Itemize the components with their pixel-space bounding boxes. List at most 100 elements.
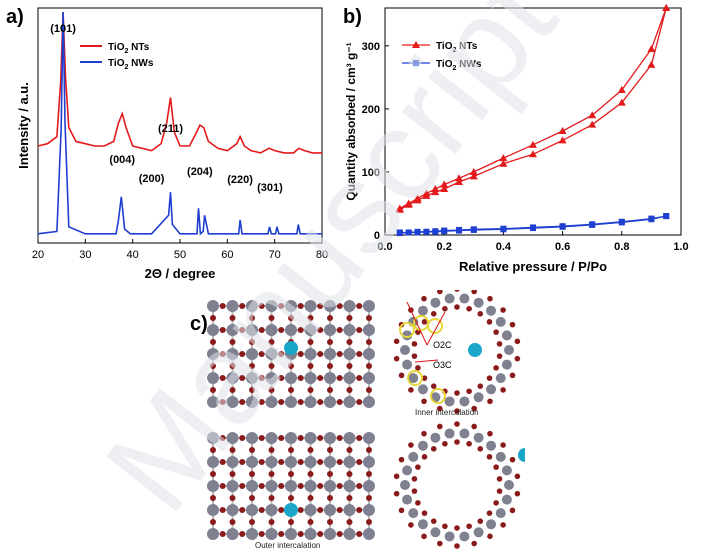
y-tick-label: 200	[362, 104, 380, 116]
oxygen-atom	[509, 456, 516, 463]
x-tick-label: 1.0	[673, 241, 688, 253]
oxygen-atom	[393, 473, 400, 480]
oxygen-atom	[327, 387, 333, 393]
peak-label: (220)	[227, 174, 253, 186]
data-point	[395, 204, 404, 212]
inner-caption: Inner intercalation	[415, 408, 479, 417]
titanium-atom	[246, 480, 258, 492]
titanium-atom	[343, 528, 356, 540]
titanium-atom	[459, 396, 470, 407]
titanium-atom	[304, 456, 317, 468]
titanium-atom	[402, 465, 413, 476]
titanium-atom	[495, 508, 506, 519]
titanium-atom	[473, 527, 484, 538]
titanium-atom	[304, 396, 317, 408]
titanium-atom	[408, 508, 419, 519]
titanium-atom	[265, 348, 278, 360]
oxygen-atom	[408, 387, 414, 393]
oxygen-atom	[219, 531, 226, 537]
oxygen-atom	[307, 363, 314, 369]
dopant-atom	[284, 341, 298, 355]
oxygen-atom	[258, 507, 265, 513]
oxygen-atom	[229, 495, 236, 501]
oxygen-atom	[288, 315, 294, 321]
data-point	[618, 218, 625, 225]
titanium-atom	[402, 494, 413, 505]
data-point	[432, 228, 439, 235]
oxygen-atom	[415, 500, 421, 506]
data-point	[500, 225, 507, 232]
titanium-atom	[304, 504, 317, 516]
oxygen-atom	[336, 327, 343, 333]
peak-label: (004)	[109, 154, 135, 166]
oxygen-atom	[229, 363, 236, 369]
oxygen-atom	[411, 476, 418, 482]
titanium-atom	[207, 324, 219, 336]
oxygen-atom	[454, 408, 460, 414]
peak-label: (301)	[257, 182, 283, 194]
oxygen-atom	[229, 519, 236, 525]
titanium-atom	[486, 305, 497, 316]
oxygen-atom	[346, 339, 353, 345]
oxygen-atom	[239, 399, 246, 405]
oxygen-atom	[356, 459, 363, 465]
oxygen-atom	[471, 423, 477, 430]
data-point	[440, 184, 449, 192]
oxygen-atom	[454, 304, 460, 310]
titanium-atom	[400, 480, 410, 490]
titanium-atom	[417, 384, 428, 395]
oxygen-atom	[297, 351, 304, 357]
titanium-atom	[304, 300, 317, 312]
pointer-line	[426, 311, 446, 346]
titanium-atom	[408, 373, 419, 384]
titanium-atom	[343, 396, 356, 408]
oxygen-atom	[249, 339, 255, 345]
oxygen-atom	[336, 399, 343, 405]
oxygen-atom	[327, 471, 333, 477]
titanium-atom	[459, 428, 470, 439]
oxygen-atom	[258, 375, 265, 381]
oxygen-atom	[398, 456, 405, 463]
oxygen-atom	[297, 483, 304, 489]
x-tick-label: 0.8	[614, 241, 629, 253]
oxygen-atom	[219, 459, 226, 465]
titanium-atom	[473, 432, 484, 443]
titanium-atom	[402, 330, 413, 341]
oxygen-atom	[477, 311, 484, 317]
legend-label: TiO2 NTs	[436, 41, 478, 54]
oxygen-atom	[346, 495, 353, 501]
o3c-label: O3C	[433, 360, 452, 370]
oxygen-atom	[219, 351, 226, 357]
oxygen-atom	[514, 473, 521, 480]
oxygen-atom	[366, 519, 372, 525]
oxygen-atom	[219, 435, 226, 441]
oxygen-atom	[336, 375, 343, 381]
oxygen-atom	[500, 442, 506, 448]
titanium-atom	[324, 372, 336, 384]
oxygen-atom	[415, 464, 421, 470]
oxygen-atom	[317, 399, 324, 405]
oxygen-atom	[317, 327, 324, 333]
titanium-atom	[246, 300, 258, 312]
panel-label-b: b)	[343, 6, 362, 28]
oxygen-atom	[336, 303, 343, 309]
titanium-atom	[207, 456, 219, 468]
titanium-atom	[444, 428, 455, 439]
oxygen-atom	[477, 518, 484, 524]
peak-label: (200)	[139, 173, 165, 185]
data-point	[455, 174, 463, 182]
data-point	[617, 98, 626, 106]
oxygen-atom	[307, 471, 314, 477]
titanium-atom	[207, 396, 219, 408]
structure-panel: O2C O3C Inner intercalation Outer interc…	[207, 290, 525, 550]
x-tick-label: 50	[174, 249, 186, 261]
oxygen-atom	[415, 365, 421, 371]
titanium-atom	[343, 372, 356, 384]
titanium-atom	[495, 451, 506, 462]
oxygen-atom	[288, 519, 294, 525]
oxygen-atom	[496, 476, 503, 482]
titanium-atom	[226, 300, 239, 312]
oxygen-atom	[442, 523, 448, 530]
titanium-atom	[444, 531, 455, 542]
titanium-atom	[459, 293, 470, 304]
